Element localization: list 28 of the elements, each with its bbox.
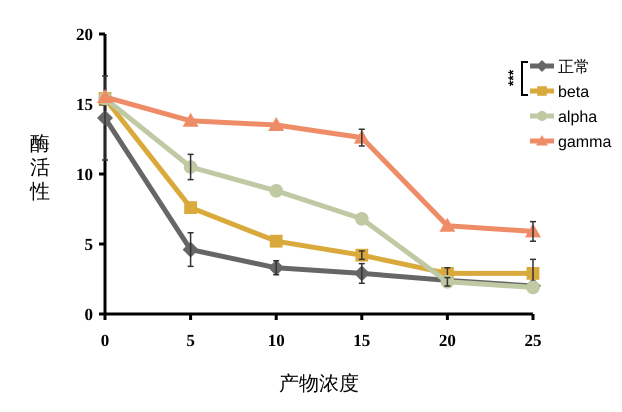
point bbox=[269, 184, 283, 198]
legend-label: gamma bbox=[558, 134, 612, 151]
y-tick-label: 20 bbox=[76, 25, 93, 44]
y-tick-label: 10 bbox=[76, 165, 93, 184]
point bbox=[270, 234, 283, 248]
legend-label: beta bbox=[558, 84, 590, 101]
legend-label: alpha bbox=[558, 109, 598, 126]
point bbox=[184, 201, 197, 214]
point bbox=[355, 212, 369, 226]
x-tick-label: 20 bbox=[438, 331, 456, 350]
annotation: *** bbox=[505, 69, 521, 86]
y-tick-label: 5 bbox=[84, 235, 93, 254]
point bbox=[355, 248, 368, 262]
y-axis-title: 酶活性 bbox=[29, 133, 50, 203]
x-tick-label: 10 bbox=[268, 331, 285, 350]
y-tick-label: 0 bbox=[84, 305, 93, 324]
x-tick-label: 5 bbox=[186, 331, 195, 350]
point bbox=[97, 89, 113, 103]
point bbox=[182, 112, 199, 127]
x-tick-label: 0 bbox=[100, 331, 110, 350]
x-tick-label: 25 bbox=[524, 331, 542, 350]
y-tick-label: 15 bbox=[76, 95, 93, 114]
point bbox=[268, 117, 284, 131]
x-axis-title: 产物浓度 bbox=[279, 373, 359, 395]
legend-label: 正常 bbox=[558, 58, 590, 76]
point bbox=[526, 280, 540, 294]
x-tick-label: 15 bbox=[353, 331, 370, 350]
point bbox=[439, 218, 456, 232]
